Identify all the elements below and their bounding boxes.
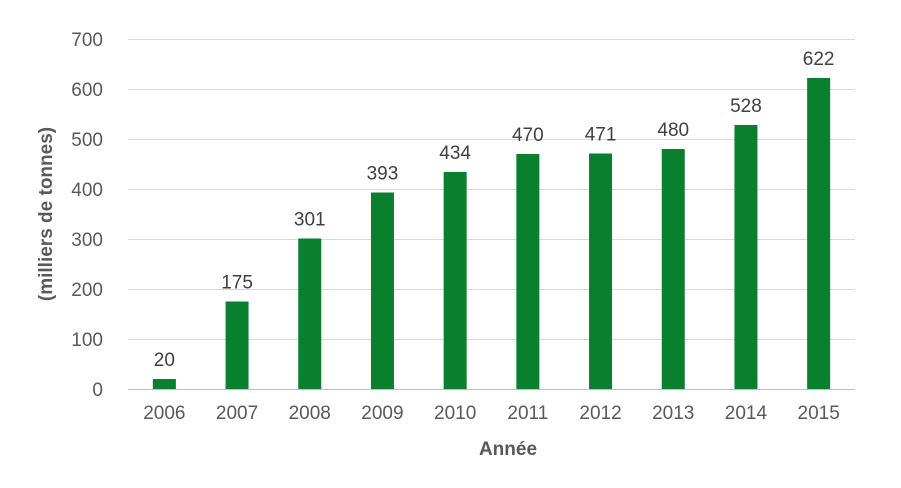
x-tick-label: 2007 bbox=[216, 403, 258, 424]
x-tick-label: 2014 bbox=[725, 403, 768, 424]
x-axis-ticks: 2006 2007 2008 2009 2010 2011 2012 2013 2014 2015 bbox=[143, 403, 840, 424]
x-tick-label: 2010 bbox=[434, 403, 476, 424]
bar-2009 bbox=[370, 192, 394, 389]
bar-2015 bbox=[807, 78, 831, 389]
y-tick-label: 100 bbox=[71, 330, 103, 351]
data-label-2014: 528 bbox=[730, 96, 762, 117]
bar-2008 bbox=[298, 238, 322, 389]
bar-2010 bbox=[443, 172, 467, 389]
x-tick-label: 2008 bbox=[289, 403, 331, 424]
data-labels: 20 175 301 393 434 470 471 480 528 622 bbox=[154, 49, 835, 371]
data-label-2007: 175 bbox=[221, 273, 253, 294]
bar-2012 bbox=[589, 153, 613, 389]
y-tick-label: 200 bbox=[71, 280, 103, 301]
bar-2014 bbox=[734, 125, 758, 389]
bars bbox=[152, 78, 831, 389]
y-tick-label: 700 bbox=[71, 30, 103, 51]
data-label-2012: 471 bbox=[585, 125, 617, 146]
bar-2007 bbox=[225, 301, 249, 389]
x-tick-label: 2009 bbox=[361, 403, 403, 424]
y-tick-label: 300 bbox=[71, 230, 103, 251]
data-label-2006: 20 bbox=[154, 350, 175, 371]
x-tick-label: 2015 bbox=[798, 403, 840, 424]
x-tick-label: 2012 bbox=[579, 403, 621, 424]
y-tick-label: 500 bbox=[71, 130, 103, 151]
y-tick-label: 600 bbox=[71, 80, 103, 101]
bar-2006 bbox=[152, 379, 176, 389]
x-tick-label: 2011 bbox=[507, 403, 548, 424]
y-tick-label: 400 bbox=[71, 180, 103, 201]
data-label-2008: 301 bbox=[294, 210, 326, 231]
bar-2013 bbox=[661, 149, 685, 389]
data-label-2010: 434 bbox=[439, 143, 471, 164]
data-label-2013: 480 bbox=[657, 120, 689, 141]
y-axis-title: (milliers de tonnes) bbox=[36, 127, 57, 301]
x-axis-title: Année bbox=[479, 439, 537, 460]
x-tick-label: 2006 bbox=[143, 403, 185, 424]
y-tick-label: 0 bbox=[92, 380, 103, 401]
y-axis-ticks: 0 100 200 300 400 500 600 700 bbox=[71, 30, 103, 401]
data-label-2009: 393 bbox=[367, 164, 399, 185]
x-tick-label: 2013 bbox=[652, 403, 694, 424]
data-label-2015: 622 bbox=[803, 49, 835, 70]
gridlines bbox=[128, 39, 855, 390]
bar-2011 bbox=[516, 154, 540, 389]
data-label-2011: 470 bbox=[512, 125, 544, 146]
